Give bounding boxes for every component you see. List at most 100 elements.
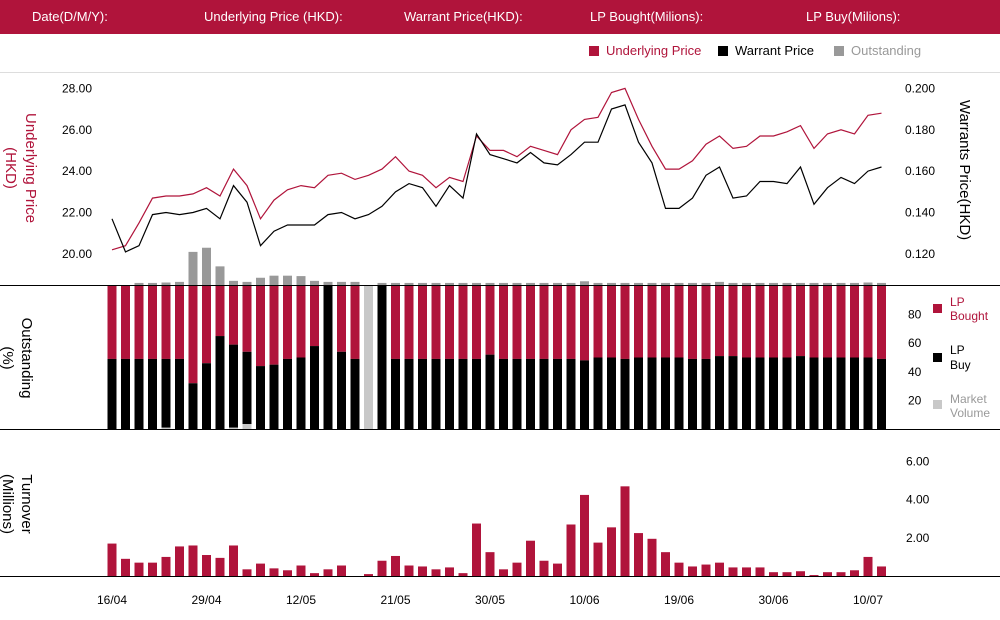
outstanding-bar	[283, 275, 292, 285]
outstanding-bar	[674, 282, 684, 285]
turnover-bar	[485, 552, 495, 576]
lp-bought-bar	[148, 286, 157, 359]
lp-bought-bar	[391, 286, 400, 359]
turnover-bar	[323, 569, 333, 576]
outstanding-bar	[148, 282, 157, 285]
left-y-tick-label: 24.00	[62, 164, 92, 178]
lp-buy-bar	[782, 357, 792, 429]
lp-buy-bar	[566, 358, 576, 429]
lp-bought-bar	[350, 286, 360, 359]
outstanding-bar	[728, 282, 738, 285]
lp-buy-bar	[134, 358, 144, 429]
turnover-bar	[553, 563, 562, 576]
x-tick-label: 30/05	[475, 593, 505, 607]
right-y-tick-label: 0.140	[905, 206, 935, 220]
outstanding-bar	[445, 282, 454, 285]
lp-buy-bar	[850, 357, 859, 429]
turnover-bar	[796, 571, 805, 576]
right-y-tick-label: 0.160	[905, 164, 935, 178]
turnover-bar	[202, 555, 211, 576]
lp-buy-bar	[823, 357, 832, 429]
lp-buy-bar	[323, 286, 333, 429]
legend-outstanding-text: Outstanding	[851, 43, 921, 58]
outstanding-axis-title-1: Outstanding	[18, 318, 35, 399]
outstanding-bar	[229, 280, 238, 285]
turnover-bar	[863, 556, 873, 576]
legend-warrant-text: Warrant Price	[735, 43, 814, 58]
top-legend: Underlying Price Warrant Price Outstandi…	[589, 43, 921, 58]
lp-buy-bar	[755, 357, 765, 429]
lp-bought-bar	[296, 286, 306, 358]
outstanding-bar	[161, 282, 171, 285]
lp-bought-bar	[634, 286, 643, 358]
lp-bought-bar	[742, 286, 751, 358]
legend-lp-bought-swatch	[933, 304, 942, 313]
x-tick-label: 12/05	[286, 593, 316, 607]
lp-buy-bar	[607, 357, 616, 429]
lp-bought-bar	[499, 286, 508, 359]
lp-buy-bar	[769, 357, 778, 429]
outstanding-bar	[620, 282, 630, 285]
outstanding-y-tick-label: 80	[908, 308, 922, 322]
lp-bought-bar	[269, 286, 279, 365]
lp-buy-bar	[431, 358, 441, 429]
lp-buy-bar	[472, 358, 481, 429]
lp-buy-bar	[742, 357, 751, 429]
legend-lp-buy-text-2: Buy	[950, 358, 971, 372]
x-tick-label: 29/04	[191, 593, 221, 607]
outstanding-bar	[526, 282, 535, 285]
lp-bought-bar	[809, 286, 819, 358]
market-volume-bar	[364, 286, 373, 429]
lp-bought-bar	[526, 286, 535, 359]
lp-bought-bar	[715, 286, 724, 357]
x-tick-label: 30/06	[758, 593, 788, 607]
outstanding-bar	[310, 280, 319, 285]
x-tick-label: 21/05	[380, 593, 410, 607]
right-y-tick-label: 0.200	[905, 81, 935, 95]
turnover-bar	[229, 545, 238, 576]
outstanding-y-tick-label: 60	[908, 336, 922, 350]
outstanding-y-tick-label: 20	[908, 393, 922, 407]
lp-buy-bar	[512, 358, 522, 429]
lp-buy-bar	[647, 357, 657, 429]
lp-bought-bar	[796, 286, 805, 357]
turnover-bar	[188, 545, 198, 576]
lp-buy-bar	[148, 358, 157, 429]
left-y-tick-label: 20.00	[62, 247, 92, 261]
lp-buy-label: LP Buy(Milions):	[806, 9, 901, 24]
turnover-bar	[215, 557, 225, 576]
lp-buy-bar	[836, 357, 846, 429]
lp-bought-bar	[202, 286, 211, 364]
lp-buy-bar	[863, 357, 873, 429]
turnover-bar	[566, 524, 576, 576]
turnover-bar	[242, 569, 252, 576]
lp-buy-bar	[728, 356, 738, 429]
market-volume-bar	[242, 423, 252, 429]
outstanding-bar	[769, 282, 778, 285]
lp-buy-bar	[634, 357, 643, 429]
outstanding-bar	[472, 282, 481, 285]
legend-warrant-swatch	[718, 46, 728, 56]
legend-market-volume-text-2: Volume	[950, 406, 990, 420]
turnover-bar	[269, 568, 279, 576]
lp-bought-bar	[728, 286, 738, 357]
legend-lp-buy-swatch	[933, 353, 942, 362]
turnover-bar	[701, 564, 711, 576]
lp-buy-bar	[715, 356, 724, 429]
lp-buy-bar	[188, 383, 198, 429]
x-tick-label: 16/04	[97, 593, 127, 607]
x-tick-label: 10/06	[569, 593, 599, 607]
turnover-bar	[512, 562, 522, 576]
lp-buy-bar	[553, 358, 562, 429]
lp-buy-bar	[674, 357, 684, 429]
outstanding-bar	[377, 282, 387, 285]
lp-bought-bar	[620, 286, 630, 359]
turnover-bar	[256, 563, 265, 576]
header-bar: Date(D/M/Y): Underlying Price (HKD): War…	[0, 0, 1000, 34]
legend-lp-bought-text-1: LP	[950, 295, 965, 309]
outstanding-bar	[809, 282, 819, 285]
outstanding-bar	[296, 276, 306, 285]
outstanding-y-tick-label: 40	[908, 365, 922, 379]
lp-bought-bar	[593, 286, 603, 358]
